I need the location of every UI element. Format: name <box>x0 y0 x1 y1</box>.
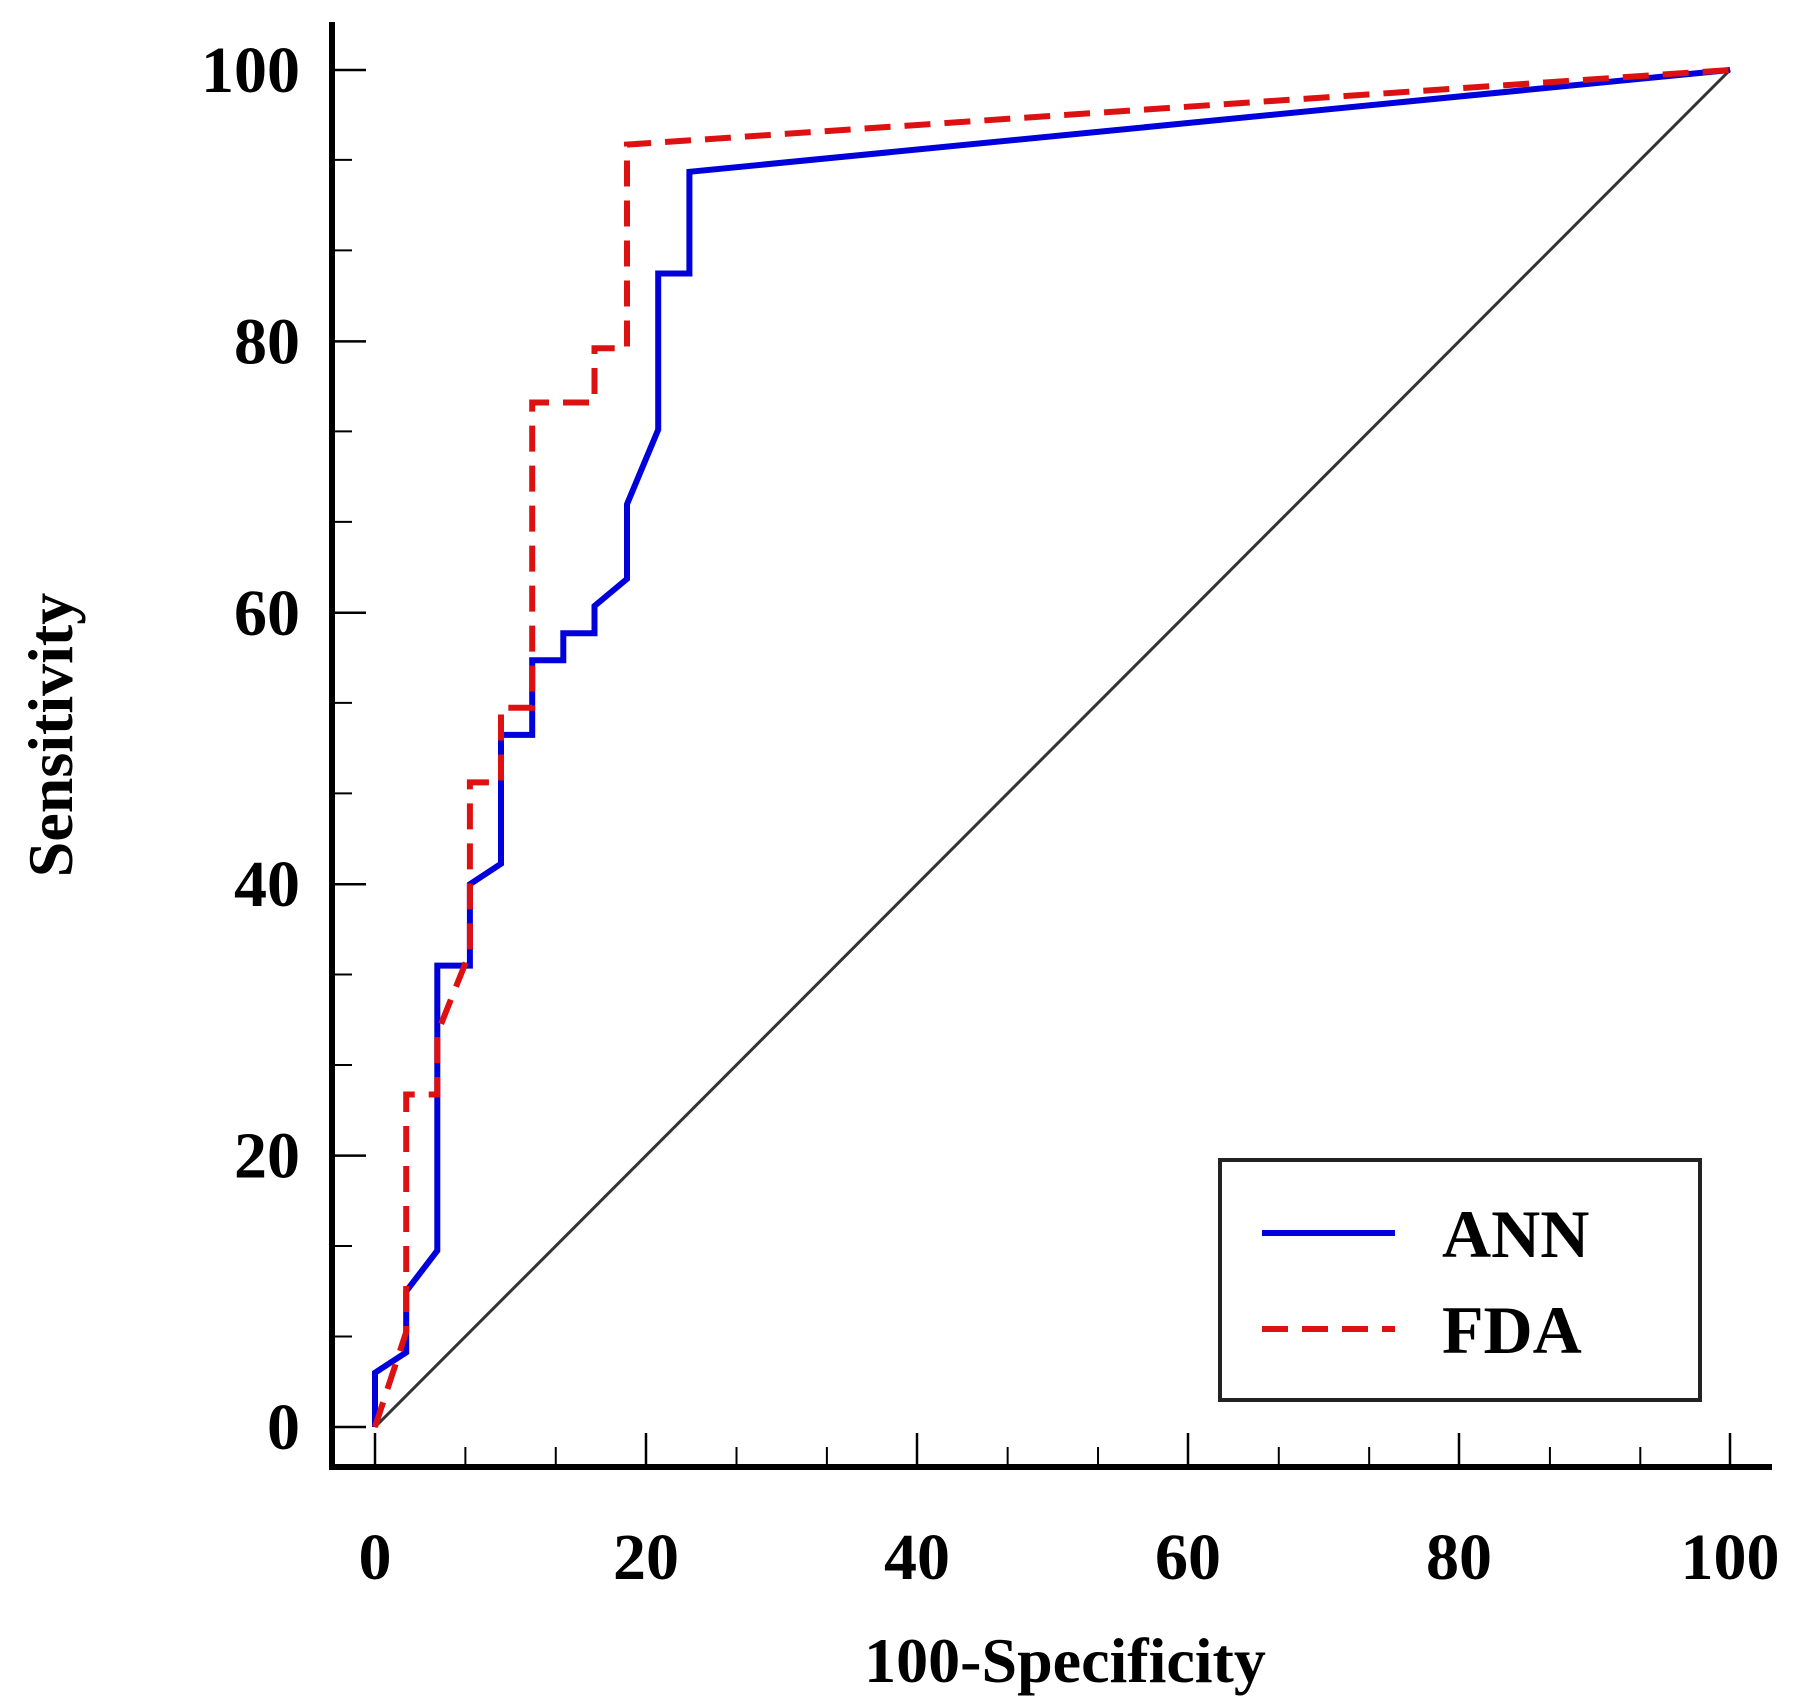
tick-labels: 0 20 40 60 80 100 0 20 40 60 80 100 <box>201 34 1780 1594</box>
x-axis-title: 100-Specificity <box>864 1625 1266 1696</box>
legend-label-ann: ANN <box>1442 1196 1589 1272</box>
x-tick-label: 20 <box>613 1521 679 1594</box>
x-tick-label: 40 <box>884 1521 950 1594</box>
y-tick-label: 0 <box>267 1391 300 1464</box>
x-tick-label: 0 <box>359 1521 392 1594</box>
y-axis-title: Sensitivity <box>15 593 86 877</box>
plot-lines <box>372 67 1732 1429</box>
legend: ANN FDA <box>1218 1158 1702 1402</box>
ticks <box>332 68 1732 1467</box>
x-tick-label: 60 <box>1155 1521 1221 1594</box>
y-tick-label: 60 <box>234 577 300 650</box>
series-line-reference <box>373 68 1732 1429</box>
series-line-fda <box>372 67 1731 1428</box>
y-tick-label: 100 <box>201 34 300 107</box>
x-tick-label: 80 <box>1426 1521 1492 1594</box>
legend-box <box>1218 1158 1702 1402</box>
series-line-ann <box>372 67 1731 1427</box>
x-tick-label: 100 <box>1681 1521 1780 1594</box>
y-tick-label: 20 <box>234 1120 300 1193</box>
y-tick-label: 80 <box>234 305 300 378</box>
axes <box>329 22 1772 1470</box>
legend-label-fda: FDA <box>1442 1292 1582 1368</box>
y-tick-label: 40 <box>234 848 300 921</box>
